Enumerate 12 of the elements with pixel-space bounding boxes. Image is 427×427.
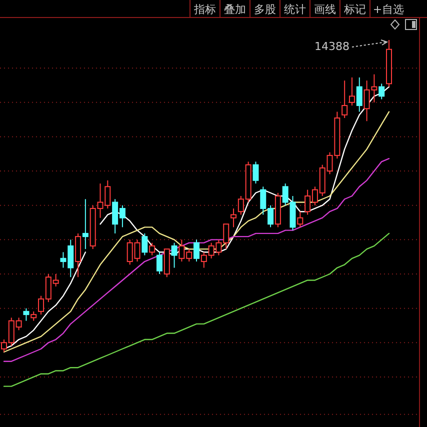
text: 指标 <box>193 3 216 16</box>
candlestick <box>356 76 362 112</box>
text: +自选 <box>372 3 404 16</box>
text: 叠加 <box>224 3 246 16</box>
text: 多股 <box>254 3 276 16</box>
text: 标记 <box>343 3 366 16</box>
annotation: 14388 <box>314 40 350 53</box>
text: 画线 <box>314 3 336 16</box>
candlestick <box>386 40 392 88</box>
candlestick <box>82 198 88 250</box>
candlestick <box>378 83 385 100</box>
text: 统计 <box>284 3 306 16</box>
